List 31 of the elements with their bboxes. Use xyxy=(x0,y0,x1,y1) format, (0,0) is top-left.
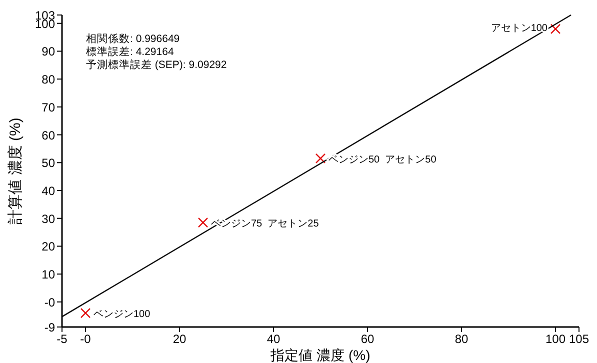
y-tick-label: 10 xyxy=(42,268,56,282)
annotation: ベンジン50 アセトン50 xyxy=(328,154,437,166)
x-tick-label: 40 xyxy=(266,332,280,346)
y-axis-title: 計算値 濃度 (%) xyxy=(7,118,24,224)
x-tick-label: -5 xyxy=(56,332,68,346)
y-tick-label: 50 xyxy=(42,156,56,170)
y-tick-label: 90 xyxy=(42,44,56,59)
y-tick-label: -9 xyxy=(44,320,56,334)
annotation: アセトン100 xyxy=(490,22,548,34)
x-tick-label: 80 xyxy=(454,332,468,346)
y-tick-label: 60 xyxy=(42,128,56,142)
y-tick-label: -0 xyxy=(44,295,56,310)
x-tick-label: -0 xyxy=(80,332,92,346)
annotation: 相関係数: 0.996649 xyxy=(86,32,180,45)
annotation: 標準誤差: 4.29164 xyxy=(86,45,174,58)
point xyxy=(315,153,326,164)
point xyxy=(80,308,91,318)
annotation: 予測標準誤差 (SEP): 9.09292 xyxy=(86,58,227,71)
y-tick-label: 80 xyxy=(42,72,56,87)
y-tick-label: 40 xyxy=(42,184,56,198)
x-axis-title: 指定値 濃度 (%) xyxy=(270,347,370,363)
annotation: ベンジン100 xyxy=(94,309,151,320)
x-tick-label: 20 xyxy=(172,332,186,346)
y-tick-label: 30 xyxy=(42,212,56,226)
x-tick-label: 105 xyxy=(568,332,590,346)
x-tick-label: 60 xyxy=(360,332,374,346)
point xyxy=(550,24,561,34)
y-tick-label: 20 xyxy=(42,240,56,254)
point xyxy=(198,217,208,228)
x-tick-label: 100 xyxy=(545,332,566,346)
y-tick-label: 70 xyxy=(42,100,56,114)
